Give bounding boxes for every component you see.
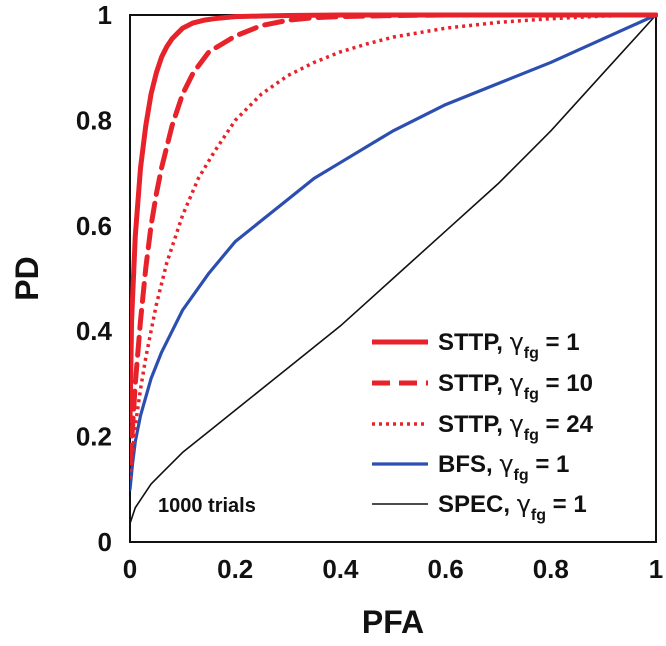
x-tick-label: 1 bbox=[649, 554, 663, 584]
x-tick-label: 0.6 bbox=[428, 554, 464, 584]
x-tick-label: 0.8 bbox=[533, 554, 569, 584]
series-line-0 bbox=[130, 12, 658, 424]
x-tick-label: 0.2 bbox=[217, 554, 253, 584]
legend: STTP, γfg = 1 STTP, γfg = 10 STTP, γfg = 2… bbox=[372, 328, 594, 524]
x-tick-label: 0.4 bbox=[322, 554, 359, 584]
y-tick-label: 0.2 bbox=[76, 422, 112, 452]
legend-label-2: STTP, γfg = 24 bbox=[438, 410, 594, 444]
y-tick-label: 0 bbox=[98, 527, 112, 557]
series-line-4 bbox=[130, 14, 657, 525]
trials-annotation: 1000 trials bbox=[158, 495, 256, 517]
x-tick-label: 0 bbox=[123, 554, 137, 584]
series-line-2 bbox=[130, 13, 657, 479]
y-tick-label: 1 bbox=[98, 0, 112, 30]
y-tick-label: 0.8 bbox=[76, 105, 112, 135]
tick-labels: 0 0.2 0.4 0.6 0.8 1 0 0.2 0.4 0.6 0.8 1 bbox=[76, 0, 663, 584]
legend-label-3: BFS, γfg = 1 bbox=[438, 450, 569, 484]
x-axis-label: PFA bbox=[362, 604, 424, 640]
y-tick-label: 0.4 bbox=[76, 316, 113, 346]
y-axis-label: PD bbox=[9, 256, 45, 300]
legend-label-1: STTP, γfg = 10 bbox=[438, 369, 593, 403]
series-line-3 bbox=[130, 13, 658, 491]
y-tick-label: 0.6 bbox=[76, 211, 112, 241]
series-layer bbox=[130, 12, 658, 525]
legend-label-0: STTP, γfg = 1 bbox=[438, 328, 580, 362]
legend-label-4: SPEC, γfg = 1 bbox=[438, 490, 587, 524]
